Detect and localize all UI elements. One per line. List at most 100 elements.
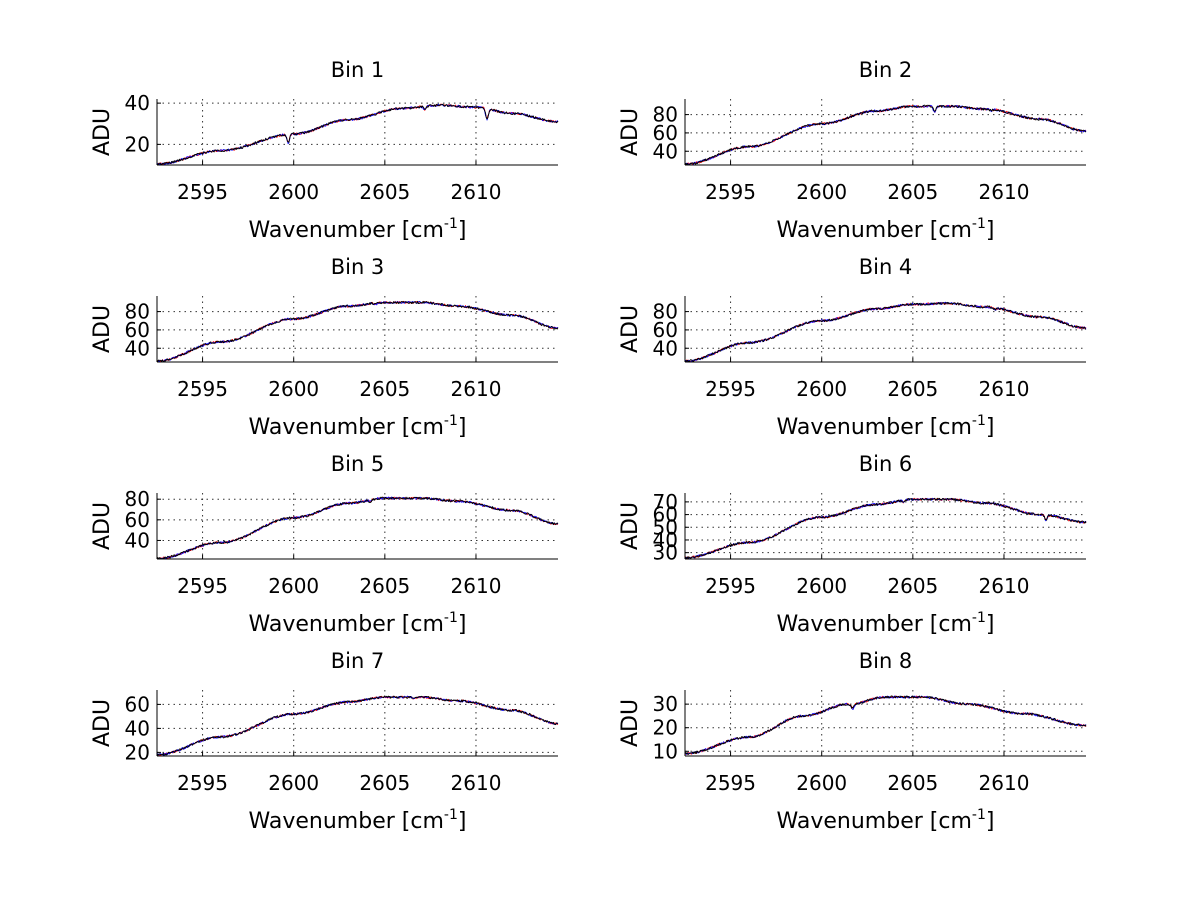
y-tick-label: 40 — [125, 91, 150, 115]
subplot-title: Bin 3 — [331, 255, 385, 279]
series-line-red — [156, 300, 559, 363]
series-line-red — [684, 497, 1087, 559]
subplot-title: Bin 7 — [331, 649, 385, 673]
series-line-blue — [684, 695, 1087, 755]
subplot-title: Bin 1 — [331, 58, 385, 82]
x-axis-label: Wavenumber [cm-1] — [777, 807, 995, 834]
x-tick-label: 2605 — [887, 771, 938, 795]
x-tick-label: 2600 — [796, 377, 847, 401]
series-line-black — [684, 301, 1087, 363]
y-axis-label: ADU — [618, 108, 643, 156]
x-axis-label: Wavenumber [cm-1] — [249, 610, 467, 637]
x-tick-label: 2610 — [451, 377, 502, 401]
y-tick-label: 70 — [653, 490, 678, 514]
series-line-red — [684, 695, 1087, 755]
subplot-title: Bin 2 — [859, 58, 913, 82]
y-tick-label: 40 — [125, 336, 150, 360]
x-tick-label: 2605 — [887, 180, 938, 204]
series-line-blue — [684, 301, 1087, 363]
series-line-blue — [156, 695, 559, 756]
series-line-black — [156, 496, 559, 560]
x-tick-label: 2595 — [177, 180, 228, 204]
series-line-blue — [684, 497, 1087, 559]
x-tick-label: 2600 — [268, 574, 319, 598]
x-tick-label: 2595 — [705, 180, 756, 204]
x-tick-label: 2610 — [451, 771, 502, 795]
x-tick-label: 2605 — [359, 377, 410, 401]
x-tick-label: 2595 — [177, 771, 228, 795]
series-line-black — [156, 300, 559, 362]
x-tick-label: 2600 — [796, 771, 847, 795]
y-axis-label: ADU — [90, 108, 115, 156]
series-line-blue — [156, 103, 559, 166]
y-axis-label: ADU — [618, 699, 643, 747]
y-tick-label: 30 — [653, 541, 678, 565]
x-tick-label: 2595 — [705, 574, 756, 598]
series-line-black — [156, 695, 559, 756]
x-tick-label: 2600 — [796, 574, 847, 598]
series-line-red — [156, 695, 559, 757]
x-axis-label: Wavenumber [cm-1] — [249, 216, 467, 243]
y-axis-label: ADU — [618, 305, 643, 353]
series-line-black — [684, 497, 1087, 560]
x-tick-label: 2610 — [979, 377, 1030, 401]
y-tick-label: 20 — [125, 132, 150, 156]
y-tick-label: 40 — [125, 528, 150, 552]
y-tick-label: 10 — [653, 739, 678, 763]
subplot-bin-1: 2595 2600 2605 2610 20 40 Bin 1 Wavenumber [cm-… — [90, 58, 559, 243]
y-tick-label: 60 — [125, 692, 150, 716]
y-tick-label: 80 — [653, 103, 678, 127]
subplot-title: Bin 5 — [331, 452, 385, 476]
x-tick-label: 2600 — [796, 180, 847, 204]
subplot-title: Bin 8 — [859, 649, 913, 673]
x-axis-label: Wavenumber [cm-1] — [249, 807, 467, 834]
series-line-red — [684, 302, 1087, 363]
y-tick-label: 20 — [125, 740, 150, 764]
x-axis-label: Wavenumber [cm-1] — [249, 413, 467, 440]
series-line-red — [156, 103, 559, 166]
x-tick-label: 2605 — [359, 180, 410, 204]
x-tick-label: 2595 — [705, 377, 756, 401]
series-line-blue — [684, 104, 1087, 166]
y-tick-label: 40 — [653, 528, 678, 552]
x-tick-label: 2610 — [451, 574, 502, 598]
series-line-red — [685, 104, 1087, 166]
y-axis-label: ADU — [90, 699, 115, 747]
x-tick-label: 2595 — [705, 771, 756, 795]
y-axis-label: ADU — [618, 502, 643, 550]
y-tick-label: 40 — [653, 139, 678, 163]
x-tick-label: 2605 — [359, 771, 410, 795]
y-tick-label: 80 — [653, 300, 678, 324]
y-tick-label: 40 — [125, 716, 150, 740]
y-tick-label: 40 — [653, 336, 678, 360]
y-tick-label: 20 — [653, 716, 678, 740]
series-line-black — [156, 103, 559, 166]
x-tick-label: 2595 — [177, 377, 228, 401]
y-tick-label: 60 — [653, 503, 678, 527]
x-tick-label: 2605 — [887, 574, 938, 598]
x-tick-label: 2610 — [979, 771, 1030, 795]
subplot-title: Bin 4 — [859, 255, 913, 279]
y-tick-label: 60 — [653, 318, 678, 342]
series-line-blue — [156, 300, 559, 363]
y-tick-label: 50 — [653, 515, 678, 539]
series-line-blue — [156, 496, 559, 560]
x-axis-label: Wavenumber [cm-1] — [777, 413, 995, 440]
series-line-red — [157, 496, 559, 560]
series-line-black — [684, 695, 1087, 755]
y-tick-label: 80 — [125, 487, 150, 511]
y-axis-label: ADU — [90, 502, 115, 550]
y-tick-label: 60 — [125, 318, 150, 342]
x-tick-label: 2605 — [887, 377, 938, 401]
x-tick-label: 2610 — [979, 574, 1030, 598]
series-line-black — [684, 104, 1087, 166]
x-tick-label: 2605 — [359, 574, 410, 598]
